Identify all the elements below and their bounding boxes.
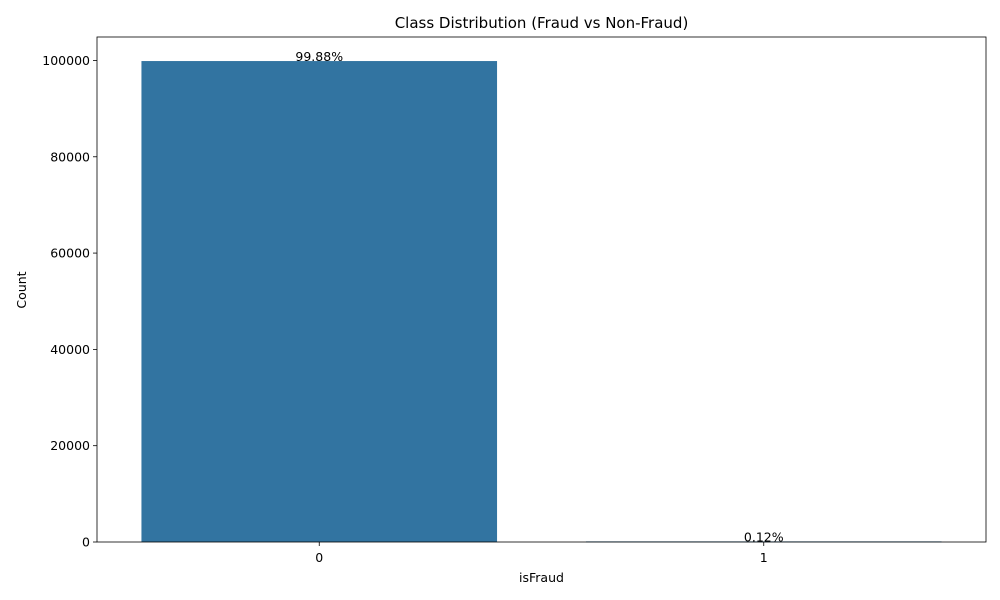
y-tick-label: 100000 [42,53,90,68]
y-tick-label: 0 [82,535,90,550]
y-tick-label: 40000 [50,342,90,357]
x-tick-label: 1 [760,550,768,565]
x-axis-label: isFraud [519,570,564,585]
chart-title: Class Distribution (Fraud vs Non-Fraud) [395,14,689,32]
axes-frame [96,36,987,543]
x-tick-label: 0 [315,550,323,565]
y-axis-label: Count [14,271,29,308]
y-tick-label: 60000 [50,246,90,261]
bar-data-label: 0.12% [744,529,784,544]
bar-0 [141,61,498,543]
y-tick-label: 20000 [50,438,90,453]
bar-data-label: 99.88% [295,49,343,64]
y-tick-label: 80000 [50,149,90,164]
plot-area: 0 20000 40000 60000 80000 100000 0 1 99.88% 0.12% [42,36,987,565]
